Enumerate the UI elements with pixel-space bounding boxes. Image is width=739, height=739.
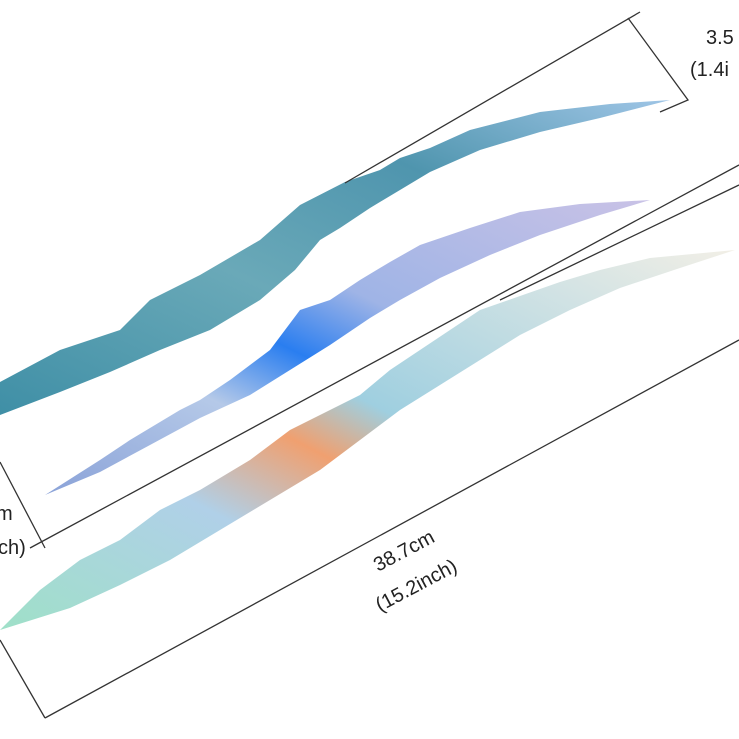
- dimension-line: [627, 17, 690, 113]
- dimension-line: [29, 164, 739, 549]
- claw-strip: [45, 200, 650, 495]
- dimension-label: (1.4i: [690, 59, 729, 81]
- claw-strip: [0, 100, 670, 415]
- dimension-line: [0, 461, 46, 549]
- dimension-label: ch): [0, 537, 26, 559]
- dimension-line: [499, 184, 739, 301]
- dimension-line: [344, 11, 641, 184]
- dimension-line: [44, 339, 739, 719]
- claw-strip: [0, 250, 735, 630]
- dimension-label: 3.5: [706, 27, 734, 49]
- dimension-label: m: [0, 503, 13, 525]
- dimension-line: [0, 639, 46, 719]
